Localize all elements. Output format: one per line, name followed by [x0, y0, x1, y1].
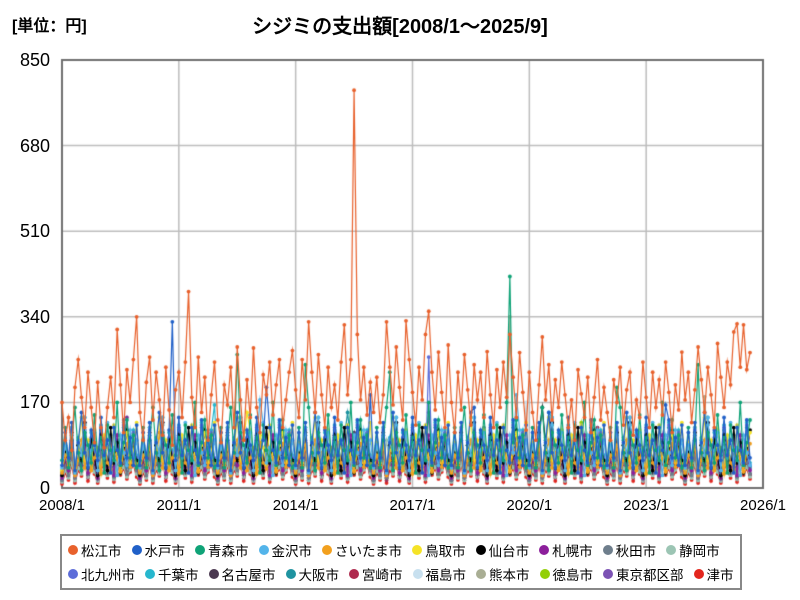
legend-marker-icon	[693, 569, 704, 579]
legend-item-4: さいたま市	[322, 540, 402, 560]
legend-item-15: 福島市	[412, 564, 467, 584]
legend-item-2: 青森市	[195, 540, 249, 560]
legend-label: 鳥取市	[425, 544, 466, 559]
legend-item-1: 水戸市	[131, 540, 186, 560]
legend-label: 仙台市	[488, 544, 530, 559]
legend-item-10: 北九州市	[68, 564, 135, 584]
legend-label: 北九州市	[81, 568, 135, 583]
legend-label: 水戸市	[144, 544, 186, 559]
legend-marker-icon	[539, 545, 550, 555]
x-tick-label: 2020/1	[506, 497, 553, 514]
legend-marker-icon	[258, 545, 269, 555]
y-tick-label: 340	[19, 306, 50, 327]
legend-item-19: 津市	[693, 564, 734, 584]
legend-label: 金沢市	[271, 544, 313, 559]
legend-label: 名古屋市	[221, 568, 276, 583]
legend-label: 秋田市	[615, 544, 657, 559]
legend-marker-icon	[603, 569, 613, 579]
legend-label: 東京都区部	[616, 568, 684, 583]
legend-marker-icon	[131, 545, 142, 555]
y-tick-label: 510	[19, 221, 50, 242]
legend-item-6: 仙台市	[475, 540, 530, 560]
legend-marker-icon	[68, 569, 78, 579]
legend-item-11: 千葉市	[145, 564, 199, 584]
legend-marker-icon	[539, 569, 550, 579]
legend-item-18: 東京都区部	[603, 564, 684, 584]
legend-label: 福島市	[425, 568, 467, 583]
chart-title: シジミの支出額[2008/1～2025/9]	[252, 16, 548, 38]
legend-marker-icon	[322, 545, 332, 555]
y-tick-label: 850	[19, 50, 50, 70]
legend-label: 徳島市	[552, 568, 594, 583]
x-tick-label: 2017/1	[389, 497, 436, 514]
legend-item-12: 名古屋市	[208, 564, 276, 584]
legend-item-9: 静岡市	[666, 540, 720, 560]
x-tick-label: 2011/1	[156, 497, 202, 514]
legend-label: 札幌市	[552, 544, 593, 559]
legend-item-8: 秋田市	[602, 540, 657, 560]
legend-label: さいたま市	[335, 544, 403, 559]
legend-marker-icon	[208, 569, 219, 579]
legend-row: 北九州市 千葉市 名古屋市 大阪市 宮崎市 福島市 熊本市 徳島市 東京都区部 津市	[68, 562, 734, 586]
legend-marker-icon	[195, 545, 205, 555]
legend-item-17: 徳島市	[539, 564, 594, 584]
legend-item-13: 大阪市	[285, 564, 340, 584]
legend-marker-icon	[666, 545, 677, 555]
legend-label: 津市	[706, 568, 734, 583]
legend-marker-icon	[602, 545, 613, 555]
legend-marker-icon	[475, 545, 486, 555]
legend-marker-icon	[412, 569, 423, 579]
legend-marker-icon	[285, 569, 296, 579]
unit-label: [単位：円]	[12, 18, 87, 35]
y-tick-label: 0	[39, 478, 50, 498]
legend-item-0: 松江市	[68, 540, 122, 560]
legend-label: 宮崎市	[362, 568, 403, 583]
x-tick-label: 2023/1	[623, 497, 670, 514]
legend-item-5: 鳥取市	[412, 540, 466, 560]
legend-label: 大阪市	[298, 568, 340, 583]
x-tick-label: 2026/1	[740, 497, 786, 514]
legend-label: 静岡市	[679, 544, 720, 559]
x-tick-label: 2014/1	[272, 497, 319, 514]
y-tick-label: 170	[19, 392, 50, 413]
legend-marker-icon	[68, 545, 78, 555]
chart-legend: 松江市 水戸市 青森市 金沢市 さいたま市 鳥取市 仙台市 札幌市 秋田市 静岡市北九州市 千葉市 名…	[60, 534, 742, 590]
legend-item-14: 宮崎市	[349, 564, 403, 584]
legend-item-3: 金沢市	[258, 540, 313, 560]
legend-marker-icon	[349, 569, 359, 579]
legend-item-7: 札幌市	[539, 540, 593, 560]
legend-label: 千葉市	[158, 568, 199, 583]
x-tick-label: 2008/1	[39, 497, 85, 514]
legend-item-16: 熊本市	[476, 564, 530, 584]
legend-label: 青森市	[208, 544, 249, 559]
legend-marker-icon	[412, 545, 423, 555]
legend-marker-icon	[145, 569, 155, 579]
legend-marker-icon	[476, 569, 486, 579]
legend-row: 松江市 水戸市 青森市 金沢市 さいたま市 鳥取市 仙台市 札幌市 秋田市 静岡市	[68, 538, 734, 562]
legend-label: 松江市	[81, 544, 122, 559]
y-tick-label: 680	[19, 135, 50, 156]
legend-label: 熊本市	[489, 568, 530, 583]
